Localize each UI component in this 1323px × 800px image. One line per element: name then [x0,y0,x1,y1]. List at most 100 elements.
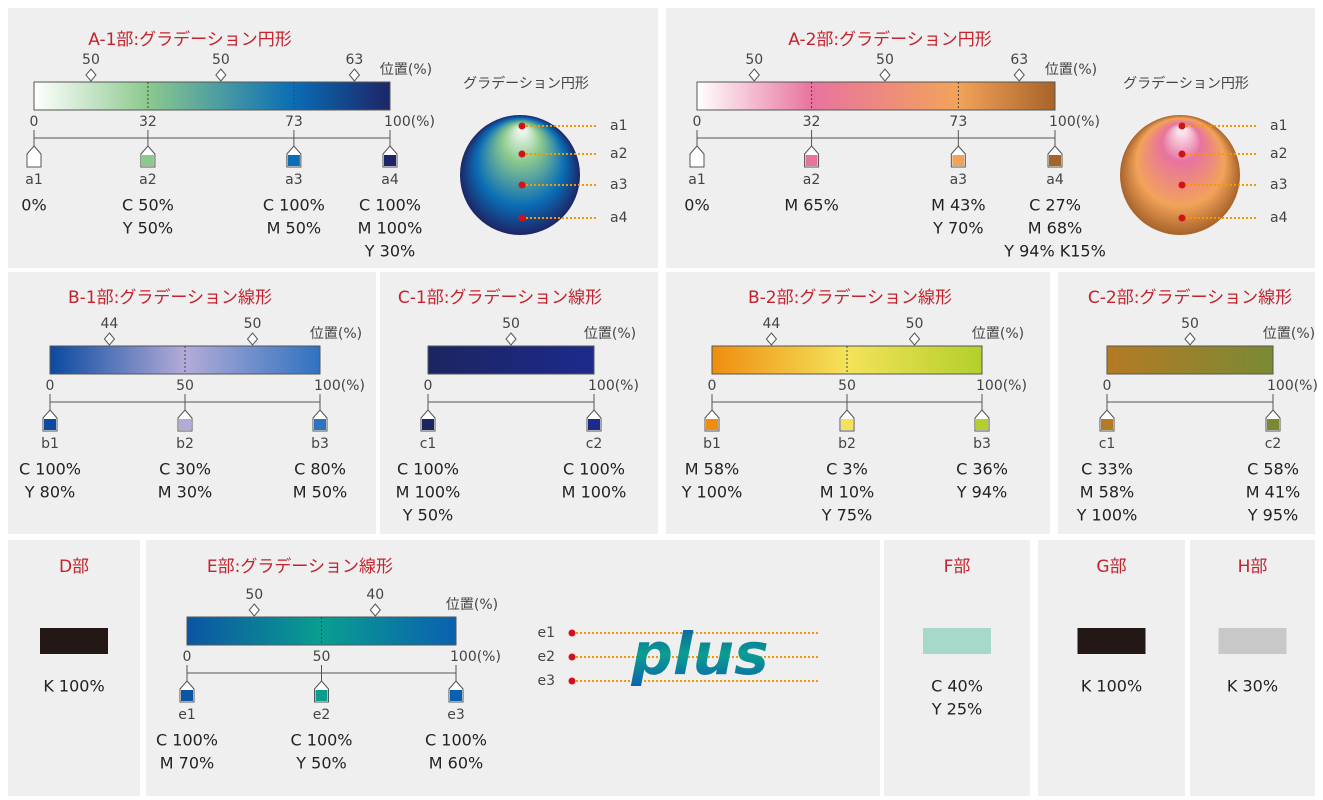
leader-dot [569,654,576,661]
diagram: A-1部:グラデーション円形 50 50 63 位置(%) 0 32 73 100(%) a1 0%… [0,0,1323,796]
gradient-bar [697,82,1055,110]
page: {"sections": [ {"title": "A-1部:グラデーション円形… [0,0,1323,796]
panel [146,540,880,796]
stop-name: b1 [703,436,721,452]
stop-swatch [1049,155,1061,166]
logo-text: plus [630,620,768,688]
stop-swatch [1267,419,1279,430]
gradient-bar [1107,346,1273,374]
color-value: Y 100% [681,483,743,502]
scale-label: 100(%) [450,649,501,665]
sphere-label: a3 [610,177,628,193]
scale-label: 50 [313,649,331,665]
scale-label: 0 [708,378,717,394]
leader-dot [1179,123,1186,130]
color-value: K 100% [43,677,104,696]
midpoint-label: 40 [366,587,384,603]
color-value: C 50% [122,196,174,215]
scale-label: 0 [183,649,192,665]
color-value: C 100% [156,731,218,750]
scale-label: 100(%) [1267,378,1318,394]
color-value: Y 70% [932,219,983,238]
color-value: Y 25% [931,700,982,719]
stop-swatch [316,690,328,701]
scale-label: 73 [949,114,967,130]
stop-swatch [142,155,154,166]
stop-name: e1 [178,707,196,723]
stop-swatch [422,419,434,430]
leader-dot [519,123,526,130]
section-title: H部 [1238,557,1268,577]
stop-swatch [691,155,703,166]
sphere-title: グラデーション円形 [463,75,589,92]
color-value: Y 30% [364,242,415,261]
position-label: 位置(%) [446,597,498,613]
leader-dot [519,215,526,222]
midpoint-label: 63 [1010,52,1028,68]
gradient-bar [34,82,390,110]
color-value: C 33% [1081,460,1133,479]
section-title: A-1部:グラデーション円形 [88,29,292,50]
scale-label: 100(%) [976,378,1027,394]
scale-label: 73 [285,114,303,130]
color-value: M 10% [820,483,874,502]
sphere-label: a2 [610,146,628,162]
section-title: G部 [1096,557,1126,577]
color-value: C 80% [294,460,346,479]
midpoint-label: 50 [876,52,894,68]
midpoint-label: 63 [346,52,364,68]
color-value: M 50% [293,483,347,502]
panel [884,540,1030,796]
position-label: 位置(%) [972,326,1024,342]
stop-name: a1 [688,172,706,188]
section-title: C-1部:グラデーション線形 [398,287,602,308]
stop-name: a4 [381,172,399,188]
stop-swatch [28,155,40,166]
sphere-label: a4 [1270,210,1288,226]
color-value: C 100% [19,460,81,479]
section-title: E部:グラデーション線形 [207,556,393,577]
scale-label: 32 [139,114,157,130]
gradient-bar [428,346,594,374]
stop-swatch [181,690,193,701]
color-value: M 58% [1080,483,1134,502]
panel [8,540,140,796]
stop-swatch [952,155,964,166]
color-value: C 100% [263,196,325,215]
color-value: C 100% [397,460,459,479]
stop-name: a2 [139,172,157,188]
color-value: C 36% [956,460,1008,479]
color-value: C 27% [1029,196,1081,215]
stop-name: b1 [41,436,59,452]
color-value: Y 50% [122,219,173,238]
midpoint-label: 50 [745,52,763,68]
color-value: C 100% [425,731,487,750]
leader-dot [569,678,576,685]
sphere-label: a4 [610,210,628,226]
stop-swatch [44,419,56,430]
leader-dot [1179,215,1186,222]
midpoint-label: 50 [212,52,230,68]
color-value: Y 50% [402,506,453,525]
scale-label: 0 [693,114,702,130]
scale-label: 100(%) [384,114,435,130]
stop-name: a4 [1046,172,1064,188]
scale-label: 50 [838,378,856,394]
sphere-label: a3 [1270,177,1288,193]
section-title: F部 [944,557,971,577]
sphere-label: a1 [1270,118,1288,134]
stop-name: a3 [950,172,968,188]
leader-dot [1179,182,1186,189]
logo-label: e3 [537,673,555,689]
panel [1038,540,1185,796]
stop-name: b2 [838,436,856,452]
color-value: 0% [21,196,46,215]
stop-name: a2 [803,172,821,188]
scale-label: 100(%) [1049,114,1100,130]
color-value: M 65% [784,196,838,215]
leader-dot [519,182,526,189]
color-value: K 30% [1227,677,1278,696]
color-value: C 100% [359,196,421,215]
scale-label: 100(%) [314,378,365,394]
color-value: Y 100% [1076,506,1138,525]
